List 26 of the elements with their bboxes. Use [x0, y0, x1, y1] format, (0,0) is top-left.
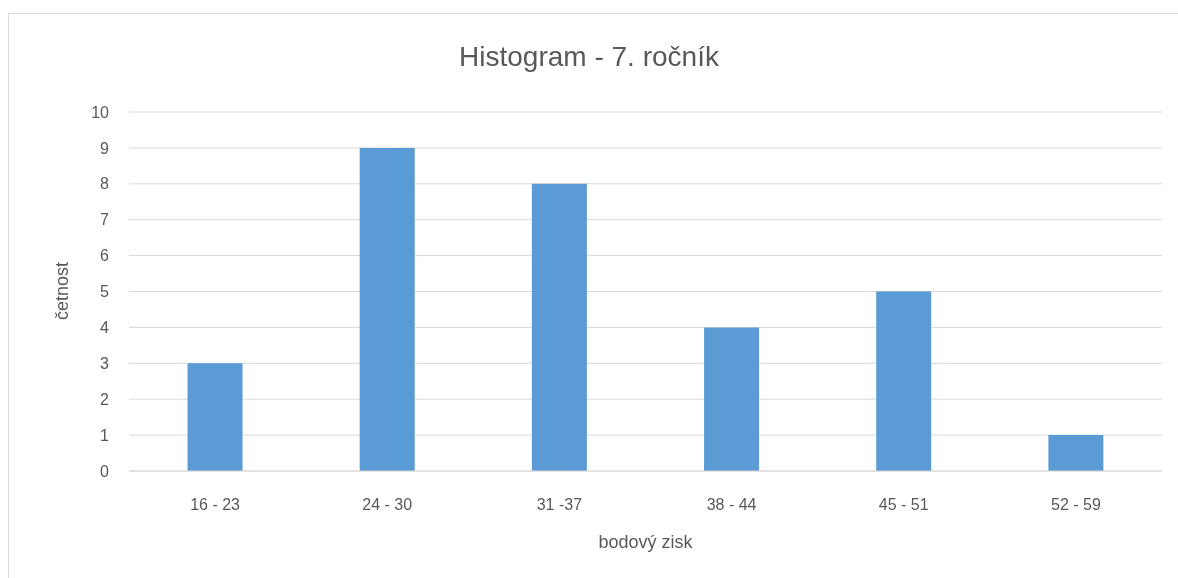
bar — [704, 327, 760, 471]
y-tick-label: 6 — [100, 247, 110, 265]
y-tick-label: 10 — [91, 103, 110, 121]
x-tick-label: 38 - 44 — [706, 496, 757, 514]
y-tick-label: 5 — [100, 283, 110, 301]
bar — [876, 291, 932, 471]
y-tick-label: 9 — [100, 139, 110, 157]
x-tick-label: 52 - 59 — [1051, 496, 1101, 514]
y-tick-label: 8 — [100, 175, 110, 193]
bar — [1048, 435, 1104, 471]
bar — [187, 363, 243, 471]
x-tick-label: 16 - 23 — [190, 496, 241, 514]
chart-title: Histogram - 7. ročník — [458, 40, 720, 74]
y-tick-label: 1 — [100, 426, 110, 444]
y-tick-label: 2 — [100, 390, 110, 408]
x-tick-label: 24 - 30 — [362, 496, 413, 514]
x-tick-label: 31 -37 — [536, 496, 583, 514]
y-tick-label: 0 — [100, 462, 110, 480]
x-tick-label: 45 - 51 — [878, 496, 929, 514]
y-axis-title: četnost — [51, 261, 73, 321]
y-tick-label: 4 — [100, 319, 110, 337]
x-axis-title: bodový zisk — [597, 532, 694, 553]
bar — [359, 147, 415, 471]
y-tick-label: 3 — [100, 354, 110, 372]
bar — [531, 183, 587, 471]
y-tick-label: 7 — [100, 211, 110, 229]
